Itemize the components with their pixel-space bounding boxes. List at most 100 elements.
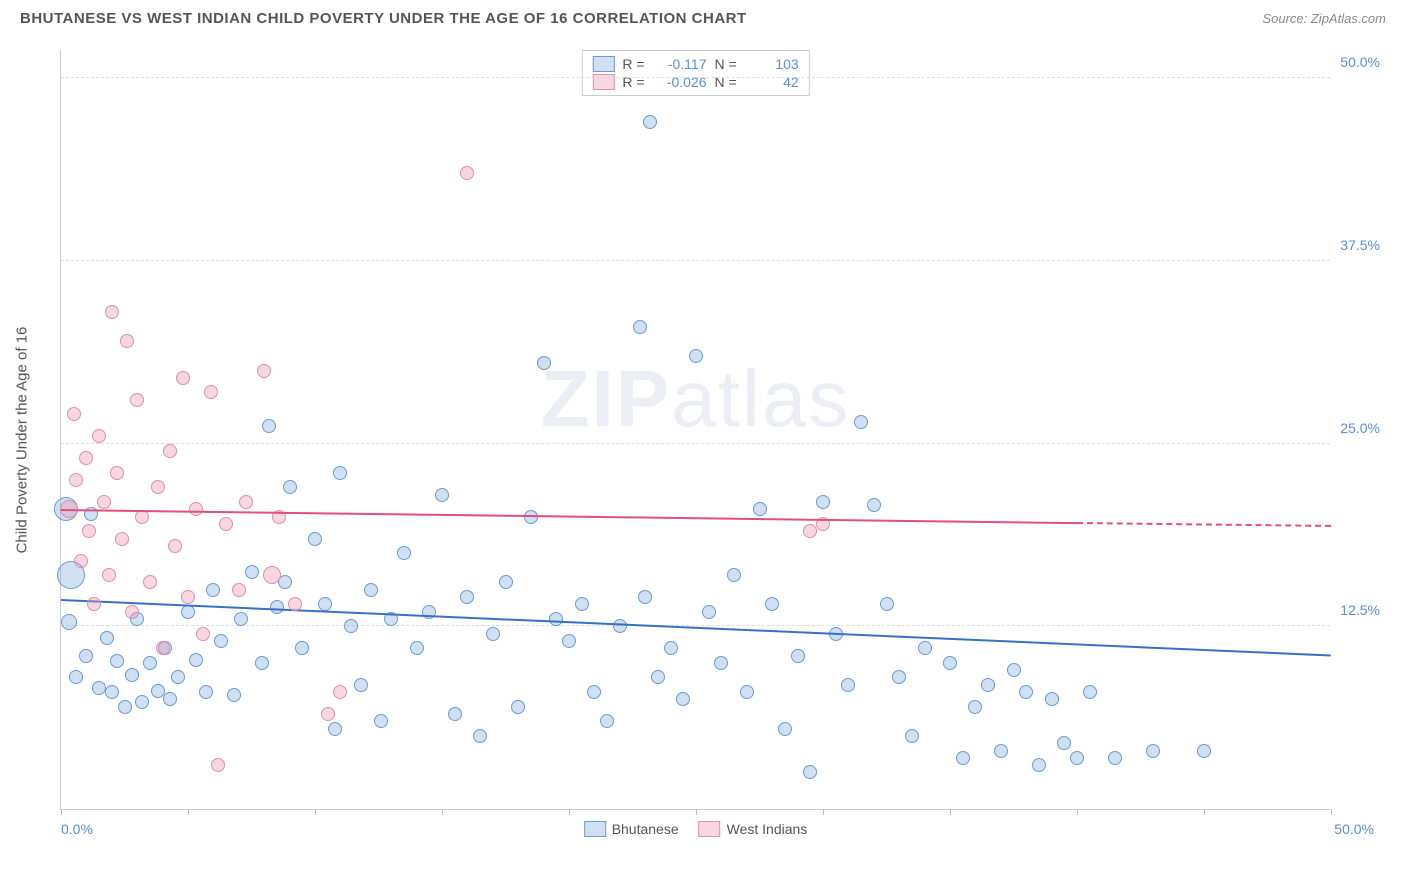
data-point (239, 495, 253, 509)
y-axis-label: Child Poverty Under the Age of 16 (14, 327, 31, 554)
data-point (163, 692, 177, 706)
data-point (214, 634, 228, 648)
data-point (1045, 692, 1059, 706)
data-point (295, 641, 309, 655)
data-point (171, 670, 185, 684)
data-point (151, 684, 165, 698)
data-point (92, 429, 106, 443)
data-point (130, 393, 144, 407)
legend-item-bhutanese: Bhutanese (584, 821, 679, 837)
gridline (61, 443, 1330, 444)
data-point (115, 532, 129, 546)
x-tick (1204, 809, 1205, 815)
data-point (156, 641, 170, 655)
y-tick-label: 25.0% (1340, 420, 1380, 436)
chart-header: BHUTANESE VS WEST INDIAN CHILD POVERTY U… (0, 0, 1406, 33)
data-point (102, 568, 116, 582)
data-point (206, 583, 220, 597)
data-point (69, 670, 83, 684)
data-point (702, 605, 716, 619)
data-point (994, 744, 1008, 758)
data-point (257, 364, 271, 378)
trend-line-dashed (1077, 522, 1331, 527)
data-point (791, 649, 805, 663)
data-point (176, 371, 190, 385)
data-point (262, 419, 276, 433)
data-point (125, 668, 139, 682)
data-point (333, 685, 347, 699)
correlation-stats-box: R = -0.117 N = 103 R = -0.026 N = 42 (581, 50, 809, 96)
data-point (1032, 758, 1046, 772)
data-point (318, 597, 332, 611)
data-point (67, 407, 81, 421)
data-point (664, 641, 678, 655)
data-point (473, 729, 487, 743)
data-point (486, 627, 500, 641)
data-point (143, 656, 157, 670)
x-tick (1077, 809, 1078, 815)
data-point (87, 597, 101, 611)
data-point (841, 678, 855, 692)
data-point (189, 653, 203, 667)
data-point (689, 349, 703, 363)
data-point (587, 685, 601, 699)
data-point (740, 685, 754, 699)
data-point (727, 568, 741, 582)
data-point (79, 649, 93, 663)
data-point (1057, 736, 1071, 750)
data-point (232, 583, 246, 597)
data-point (1197, 744, 1211, 758)
data-point (499, 575, 513, 589)
data-point (74, 554, 88, 568)
data-point (82, 524, 96, 538)
data-point (245, 565, 259, 579)
data-point (803, 765, 817, 779)
data-point (651, 670, 665, 684)
data-point (613, 619, 627, 633)
chart-source: Source: ZipAtlas.com (1262, 11, 1386, 26)
x-tick (442, 809, 443, 815)
data-point (435, 488, 449, 502)
legend-item-west-indians: West Indians (699, 821, 808, 837)
data-point (448, 707, 462, 721)
data-point (968, 700, 982, 714)
data-point (105, 685, 119, 699)
y-tick-label: 50.0% (1340, 54, 1380, 70)
data-point (143, 575, 157, 589)
chart-area: Child Poverty Under the Age of 16 ZIPatl… (50, 40, 1380, 840)
data-point (638, 590, 652, 604)
x-axis-max-label: 50.0% (1334, 821, 1374, 837)
data-point (100, 631, 114, 645)
x-tick (315, 809, 316, 815)
y-tick-label: 37.5% (1340, 237, 1380, 253)
data-point (308, 532, 322, 546)
data-point (255, 656, 269, 670)
data-point (199, 685, 213, 699)
data-point (151, 480, 165, 494)
gridline (61, 77, 1330, 78)
data-point (61, 614, 77, 630)
trend-line (61, 599, 1331, 657)
plot-region: ZIPatlas R = -0.117 N = 103 R = -0.026 N… (60, 50, 1330, 810)
data-point (676, 692, 690, 706)
data-point (892, 670, 906, 684)
data-point (549, 612, 563, 626)
data-point (374, 714, 388, 728)
data-point (714, 656, 728, 670)
data-point (125, 605, 139, 619)
data-point (263, 566, 281, 584)
data-point (460, 590, 474, 604)
data-point (69, 473, 83, 487)
data-point (867, 498, 881, 512)
data-point (79, 451, 93, 465)
data-point (1070, 751, 1084, 765)
data-point (1019, 685, 1033, 699)
data-point (163, 444, 177, 458)
data-point (753, 502, 767, 516)
data-point (118, 700, 132, 714)
x-tick (188, 809, 189, 815)
x-tick (1331, 809, 1332, 815)
data-point (1108, 751, 1122, 765)
data-point (633, 320, 647, 334)
data-point (880, 597, 894, 611)
